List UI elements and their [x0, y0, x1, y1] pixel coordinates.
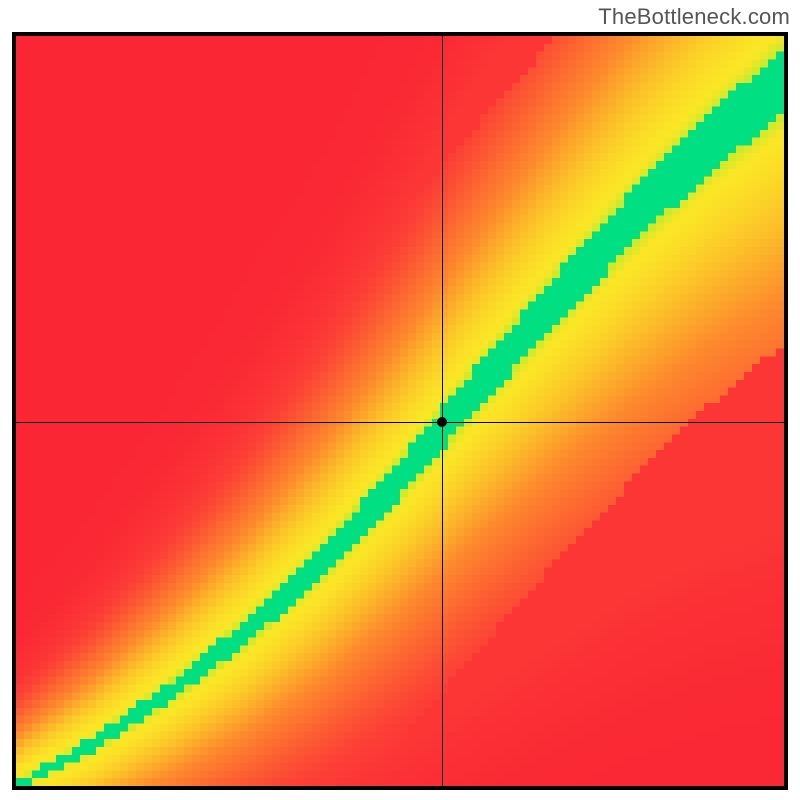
watermark-text: TheBottleneck.com: [598, 4, 790, 30]
heatmap-canvas: [16, 36, 784, 786]
chart-container: TheBottleneck.com: [0, 0, 800, 800]
point-marker: [437, 417, 447, 427]
